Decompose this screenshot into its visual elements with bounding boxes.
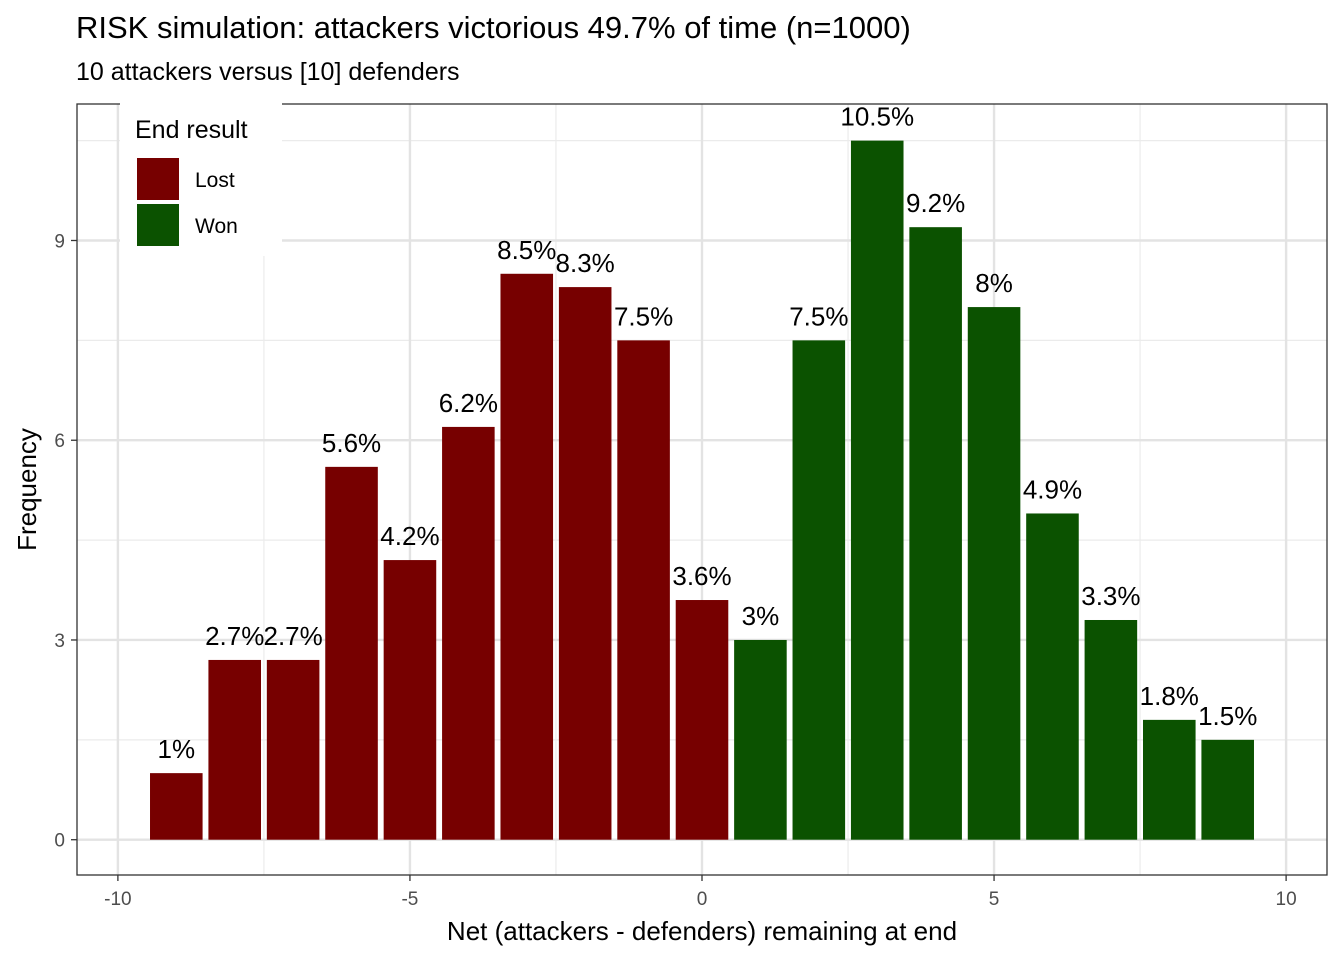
bar-data-label: 2.7%: [205, 621, 264, 651]
chart-title: RISK simulation: attackers victorious 49…: [76, 10, 911, 45]
bar-data-label: 8.5%: [497, 235, 556, 265]
x-axis-title: Net (attackers - defenders) remaining at…: [447, 916, 957, 946]
bar-data-label: 4.2%: [380, 521, 439, 551]
bar-data-label: 6.2%: [439, 388, 498, 418]
x-tick-label: 5: [989, 889, 1000, 910]
bar-data-label: 8%: [975, 268, 1013, 298]
bar-data-label: 2.7%: [263, 621, 322, 651]
legend-label-won: Won: [195, 215, 238, 238]
legend: End result Lost Won: [120, 100, 282, 256]
legend-title: End result: [135, 116, 248, 144]
bar-data-label: 10.5%: [840, 102, 914, 132]
data-labels-layer: 1% 2.7% 2.7% 5.6% 4.2% 6.2% 8.5% 8.3% 7.5% 3.6% 3%…: [158, 102, 1258, 765]
bar-lost: [500, 273, 554, 840]
bar-data-label: 5.6%: [322, 428, 381, 458]
bar-won: [909, 227, 962, 840]
bar-lost: [383, 560, 437, 840]
legend-swatch-lost: [137, 158, 179, 200]
bar-data-label: 3.3%: [1081, 581, 1140, 611]
bars-layer: [150, 140, 1254, 840]
bar-won: [1143, 719, 1196, 840]
bar-data-label: 8.3%: [556, 248, 615, 278]
bar-lost: [442, 426, 495, 840]
bar-data-label: 1%: [158, 734, 196, 764]
x-tick-label: 0: [697, 889, 708, 910]
x-tick-label: -10: [104, 889, 131, 910]
bar-data-label: 7.5%: [614, 301, 673, 331]
bar-lost: [558, 287, 612, 840]
bar-lost: [325, 466, 378, 840]
y-tick-label: 3: [54, 631, 65, 652]
bar-won: [1201, 739, 1254, 840]
bar-data-label: 1.8%: [1140, 681, 1199, 711]
bar-won: [850, 140, 904, 840]
bar-data-label: 9.2%: [906, 188, 965, 218]
bar-lost: [675, 600, 729, 840]
axes-layer: -10 -5 0 5 10 0 3 6 9: [54, 231, 1296, 910]
bar-data-label: 3%: [742, 601, 780, 631]
y-tick-label: 0: [54, 831, 65, 852]
bar-lost: [150, 773, 203, 840]
y-tick-label: 9: [54, 231, 65, 252]
chart-subtitle: 10 attackers versus [10] defenders: [76, 58, 460, 86]
bar-data-label: 1.5%: [1198, 701, 1257, 731]
legend-label-lost: Lost: [195, 169, 235, 192]
bar-lost: [266, 659, 320, 840]
bar-won: [792, 340, 846, 840]
bar-data-label: 7.5%: [789, 301, 848, 331]
y-axis-title: Frequency: [12, 428, 42, 551]
bar-won: [967, 307, 1021, 840]
x-tick-label: 10: [1276, 889, 1297, 910]
bar-won: [1026, 513, 1079, 840]
x-tick-label: -5: [401, 889, 418, 910]
legend-swatch-won: [137, 204, 179, 246]
bar-lost: [617, 340, 670, 840]
y-tick-label: 6: [54, 431, 65, 452]
bar-won: [734, 639, 787, 840]
bar-data-label: 3.6%: [672, 561, 731, 591]
bar-won: [1084, 619, 1138, 840]
bar-data-label: 4.9%: [1023, 474, 1082, 504]
bar-lost: [208, 659, 261, 840]
